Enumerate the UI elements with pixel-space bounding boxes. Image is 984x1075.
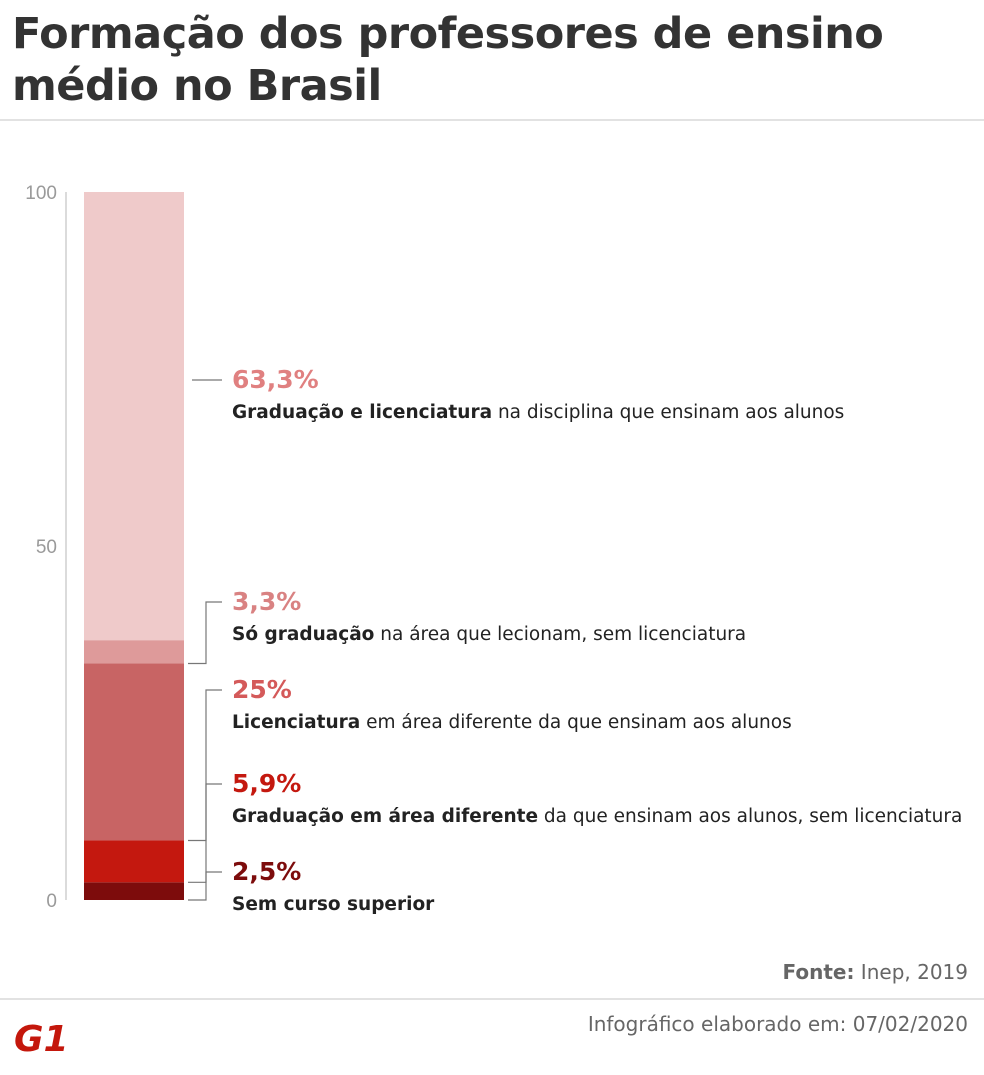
title-divider bbox=[0, 119, 984, 121]
label-connector bbox=[188, 871, 222, 901]
segment-description: Só graduação na área que lecionam, sem l… bbox=[232, 624, 746, 645]
bar-segment bbox=[84, 192, 184, 641]
segment-value-label: 25% bbox=[232, 675, 292, 704]
source-note: Fonte: Inep, 2019 bbox=[783, 960, 969, 984]
source-label: Fonte: bbox=[782, 960, 855, 984]
g1-logo-icon: G1 bbox=[14, 1019, 69, 1056]
bar-segment bbox=[84, 882, 184, 900]
segment-description: Graduação e licenciatura na disciplina q… bbox=[232, 402, 844, 423]
label-connector bbox=[188, 689, 222, 842]
chart-title: Formação dos professores de ensino médio… bbox=[12, 9, 884, 111]
segment-description: Graduação em área diferente da que ensin… bbox=[232, 806, 962, 827]
y-tick-label: 50 bbox=[36, 537, 57, 558]
segment-value-label: 3,3% bbox=[232, 587, 301, 616]
y-tick-label: 0 bbox=[46, 891, 57, 912]
label-connector bbox=[188, 783, 222, 883]
svg-text:G1: G1 bbox=[14, 1019, 69, 1056]
bar-segment bbox=[84, 840, 184, 883]
source-value: Inep, 2019 bbox=[854, 960, 968, 984]
stacked-bar-chart: 0 50 100 2,5% Sem curso superior 5,9% Graduaç… bbox=[25, 183, 962, 915]
bar-segment bbox=[84, 640, 184, 664]
y-tick-label: 100 bbox=[25, 183, 57, 204]
footer-divider bbox=[0, 998, 984, 1000]
segment-value-label: 63,3% bbox=[232, 365, 319, 394]
segment-value-label: 2,5% bbox=[232, 857, 301, 886]
segment-description: Sem curso superior bbox=[232, 894, 435, 915]
segment-description: Licenciatura em área diferente da que en… bbox=[232, 712, 792, 733]
label-connector bbox=[188, 601, 222, 665]
credit-note: Infográfico elaborado em: 07/02/2020 bbox=[587, 1012, 968, 1036]
segment-value-label: 5,9% bbox=[232, 769, 301, 798]
bar-segment bbox=[84, 663, 184, 841]
